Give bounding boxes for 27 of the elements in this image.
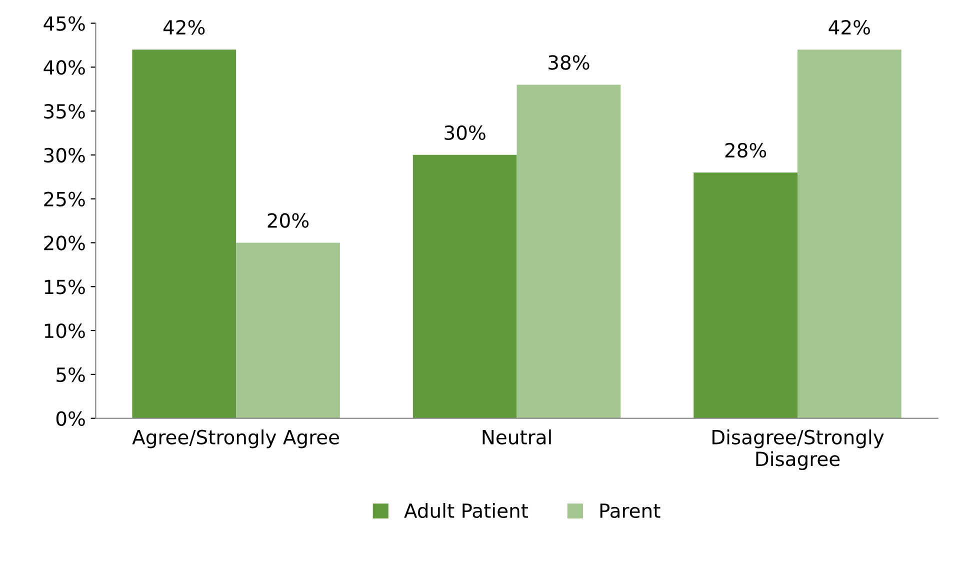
x-tick-label: Disagree/Strongly Disagree xyxy=(712,429,884,470)
y-tick-label: 5% xyxy=(56,367,85,382)
data-label: 38% xyxy=(548,55,590,70)
data-label: 30% xyxy=(444,125,486,140)
data-label: 42% xyxy=(828,20,870,35)
data-label: 28% xyxy=(725,142,766,158)
bar xyxy=(236,242,340,418)
bar xyxy=(132,50,236,418)
legend-label: Adult Patient xyxy=(404,502,528,518)
y-tick-label: 10% xyxy=(44,323,85,338)
x-tick-label: Agree/Strongly Agree xyxy=(132,429,340,448)
bar xyxy=(798,50,902,418)
y-tick-label: 20% xyxy=(44,236,85,250)
legend-label: Parent xyxy=(600,504,660,518)
y-tick-label: 40% xyxy=(44,60,85,75)
y-tick-label: 35% xyxy=(44,104,85,119)
data-label: 20% xyxy=(268,213,309,228)
y-tick-label: 25% xyxy=(44,192,85,206)
y-tick-label: 45% xyxy=(44,16,85,31)
data-label: 42% xyxy=(163,20,205,35)
bar xyxy=(694,172,798,418)
bar xyxy=(516,84,621,418)
y-tick-label: 15% xyxy=(44,280,85,294)
bar xyxy=(412,154,517,418)
x-tick-label: Neutral xyxy=(482,429,551,444)
y-tick-label: 0% xyxy=(56,411,85,426)
y-tick-label: 30% xyxy=(44,148,85,163)
